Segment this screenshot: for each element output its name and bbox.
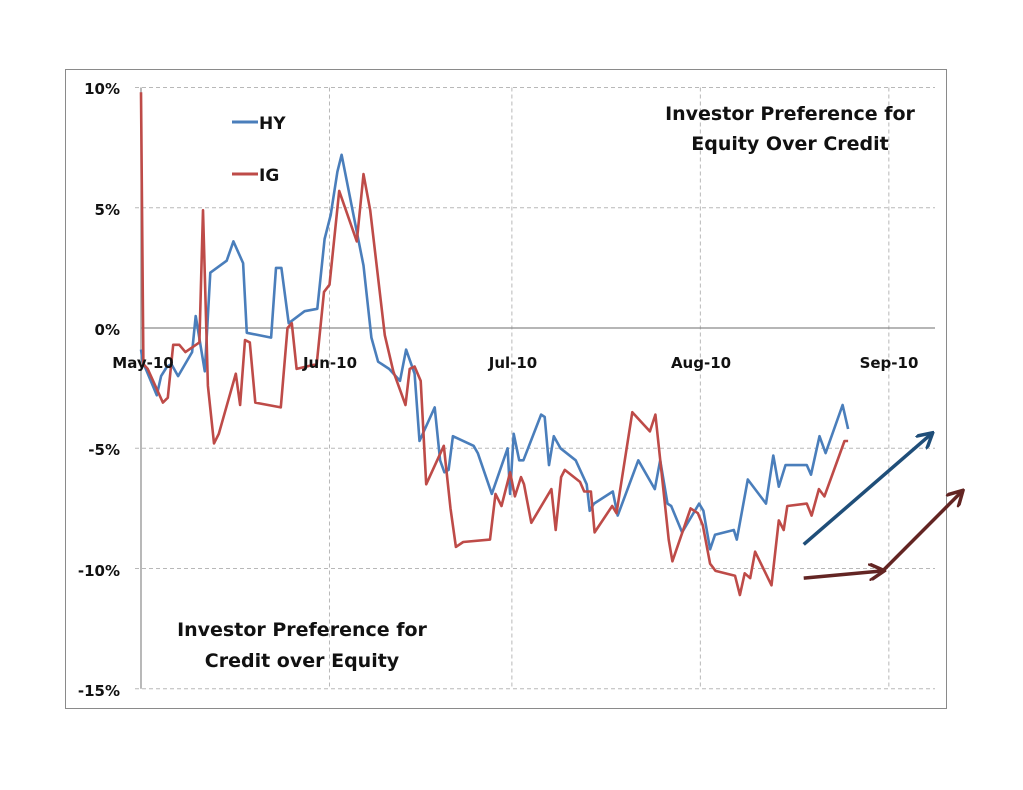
y-tick-label: -5% (88, 441, 120, 459)
legend-ig-label: IG (259, 166, 279, 186)
gridlines (135, 87, 935, 690)
chart-frame (65, 69, 947, 709)
ig-line (139, 92, 849, 597)
x-tick-label: Jun-10 (302, 354, 357, 372)
x-tick-label: Sep-10 (860, 354, 919, 372)
legend: HY IG (232, 114, 286, 186)
series-lines (139, 92, 850, 597)
trend-arrow-icon (802, 434, 932, 546)
x-tick-label: Jul-10 (488, 354, 538, 372)
y-tick-label: -15% (78, 682, 120, 700)
y-tick-label: 10% (84, 80, 120, 98)
legend-hy-label: HY (259, 114, 286, 134)
trend-arrows (802, 434, 962, 578)
hy-line (139, 153, 850, 551)
annotation-credit-over-equity-line2: Credit over Equity (205, 650, 400, 672)
y-tick-label: -10% (78, 562, 120, 580)
y-tick-label: 5% (95, 201, 120, 219)
trend-arrow-icon (881, 492, 962, 573)
annotation-equity-over-credit-line2: Equity Over Credit (691, 133, 889, 155)
y-tick-label: 0% (95, 321, 120, 339)
annotation-equity-over-credit-line1: Investor Preference for (665, 103, 915, 125)
trend-arrow-icon (803, 571, 883, 578)
x-tick-label: Aug-10 (671, 354, 731, 372)
annotation-credit-over-equity-line1: Investor Preference for (177, 619, 427, 641)
x-tick-label: May-10 (112, 354, 173, 372)
